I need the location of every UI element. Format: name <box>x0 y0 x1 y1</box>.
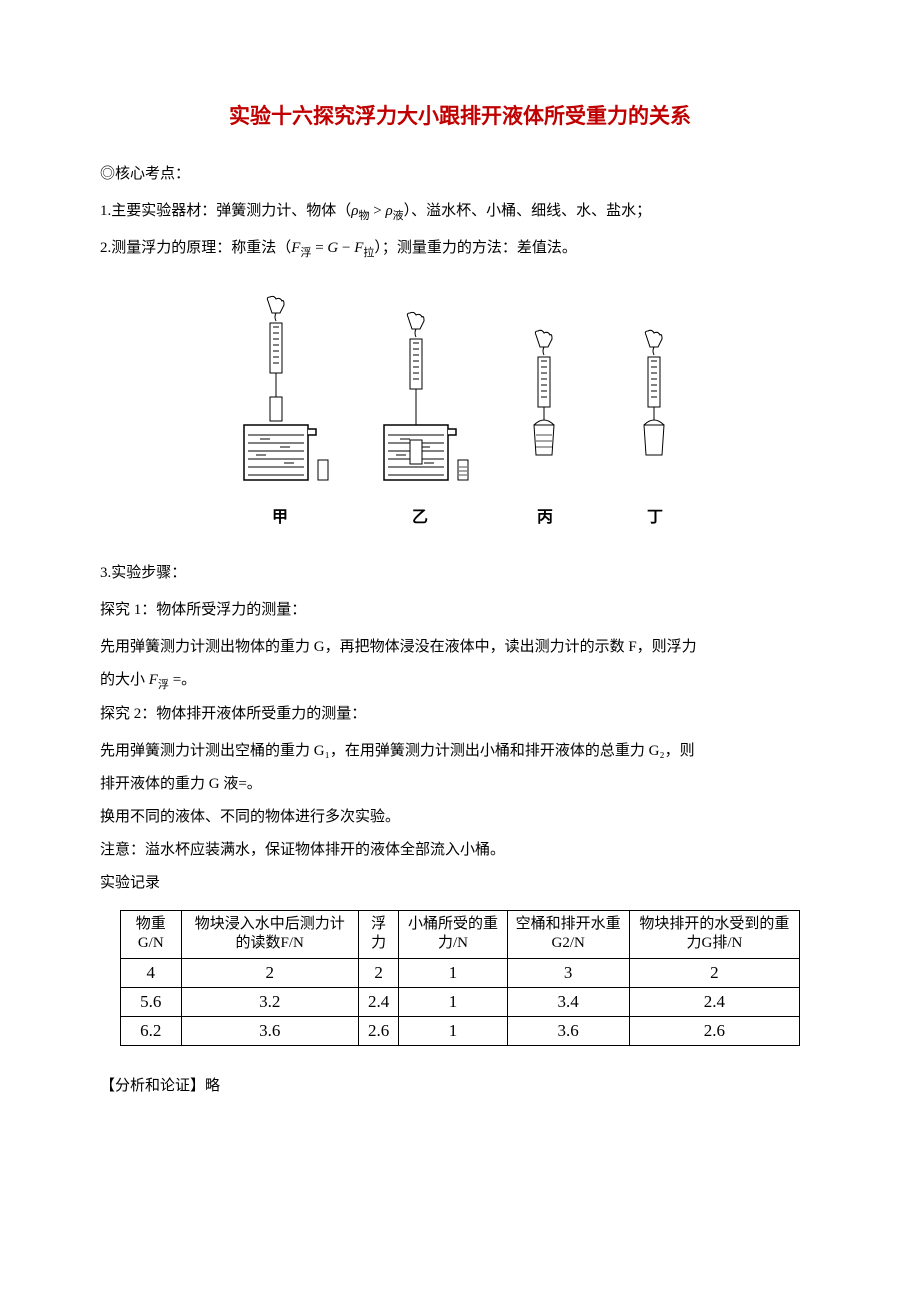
label-jia: 甲 <box>272 503 288 527</box>
cell: 2.6 <box>358 1016 399 1045</box>
item2-eq: = <box>311 240 327 256</box>
core-heading: ◎核心考点： <box>100 158 820 191</box>
cell: 2 <box>358 958 399 987</box>
setup-ding-svg <box>620 295 690 495</box>
th-4: 空桶和排开水重G2/N <box>507 910 629 958</box>
label-yi: 乙 <box>412 503 428 527</box>
probe1-Fsub: 浮 <box>158 679 169 691</box>
setup-ding: 丁 <box>620 295 690 527</box>
item1-op: > <box>369 203 385 219</box>
cell: 2.4 <box>629 987 799 1016</box>
label-ding: 丁 <box>647 503 663 527</box>
item-3: 3.实验步骤： <box>100 557 820 590</box>
table-header-row: 物重G/N 物块浸入水中后测力计的读数F/N 浮力 小桶所受的重力/N 空桶和排… <box>121 910 800 958</box>
probe2-note: 注意：溢水杯应装满水，保证物体排开的液体全部流入小桶。 <box>100 834 820 867</box>
item1-sub2: 液 <box>393 210 404 222</box>
th-1: 物块浸入水中后测力计的读数F/N <box>181 910 358 958</box>
probe2-p2: 排开液体的重力 G 液=。 <box>100 768 820 801</box>
probe2-p1: 先用弹簧测力计测出空桶的重力 G₁，在用弹簧测力计测出小桶和排开液体的总重力 G… <box>100 735 820 768</box>
probe2-title: 探究 2：物体排开液体所受重力的测量： <box>100 698 820 731</box>
item-2: 2.测量浮力的原理：称重法（F浮 = G − F拉）；测量重力的方法：差值法。 <box>100 232 820 265</box>
cell: 1 <box>399 958 507 987</box>
probe1-p1a: 先用弹簧测力计测出物体的重力 G，再把物体浸没在液体中，读出测力计的示数 F，则… <box>100 631 820 664</box>
cell: 3.4 <box>507 987 629 1016</box>
page-title: 实验十六探究浮力大小跟排开液体所受重力的关系 <box>100 100 820 130</box>
item2-minus: − <box>338 240 354 256</box>
probe1-p1b: 的大小 F浮 =。 <box>100 664 820 697</box>
probe1-suffix: =。 <box>169 672 196 688</box>
th-3: 小桶所受的重力/N <box>399 910 507 958</box>
item1-rho2: ρ <box>385 203 392 219</box>
cell: 2.6 <box>629 1016 799 1045</box>
cell: 1 <box>399 1016 507 1045</box>
cell: 3.2 <box>181 987 358 1016</box>
th-0: 物重G/N <box>121 910 182 958</box>
data-table: 物重G/N 物块浸入水中后测力计的读数F/N 浮力 小桶所受的重力/N 空桶和排… <box>120 910 800 1046</box>
cell: 2.4 <box>358 987 399 1016</box>
setup-jia: 甲 <box>230 295 330 527</box>
cell: 1 <box>399 987 507 1016</box>
setup-yi: 乙 <box>370 295 470 527</box>
probe2-p3: 换用不同的液体、不同的物体进行多次实验。 <box>100 801 820 834</box>
th-2: 浮力 <box>358 910 399 958</box>
item1-prefix: 1.主要实验器材：弹簧测力计、物体（ <box>100 203 351 219</box>
cell: 3.6 <box>181 1016 358 1045</box>
probe1-p1b-prefix: 的大小 <box>100 672 145 688</box>
probe1-title: 探究 1：物体所受浮力的测量： <box>100 594 820 627</box>
item2-suffix: ）；测量重力的方法：差值法。 <box>374 240 577 256</box>
setup-jia-svg <box>230 295 330 495</box>
item2-prefix: 2.测量浮力的原理：称重法（ <box>100 240 291 256</box>
table-row: 4 2 2 1 3 2 <box>121 958 800 987</box>
experiment-diagram: 甲 乙 <box>100 295 820 527</box>
analysis: 【分析和论证】略 <box>100 1070 820 1103</box>
cell: 5.6 <box>121 987 182 1016</box>
th-5: 物块排开的水受到的重力G排/N <box>629 910 799 958</box>
cell: 2 <box>181 958 358 987</box>
item2-Fsub: 浮 <box>300 247 311 259</box>
cell: 2 <box>629 958 799 987</box>
cell: 3 <box>507 958 629 987</box>
probe1-F: F <box>149 672 158 688</box>
cell: 3.6 <box>507 1016 629 1045</box>
setup-bing-svg <box>510 295 580 495</box>
cell: 4 <box>121 958 182 987</box>
cell: 6.2 <box>121 1016 182 1045</box>
label-bing: 丙 <box>537 503 553 527</box>
table-row: 6.2 3.6 2.6 1 3.6 2.6 <box>121 1016 800 1045</box>
table-row: 5.6 3.2 2.4 1 3.4 2.4 <box>121 987 800 1016</box>
item-1: 1.主要实验器材：弹簧测力计、物体（ρ物 > ρ液）、溢水杯、小桶、细线、水、盐… <box>100 195 820 228</box>
record-label: 实验记录 <box>100 867 820 900</box>
setup-yi-svg <box>370 295 470 495</box>
item2-G: G <box>327 240 338 256</box>
item1-suffix: ）、溢水杯、小桶、细线、水、盐水； <box>404 203 652 219</box>
item1-sub1: 物 <box>358 210 369 222</box>
item2-F2sub: 拉 <box>363 247 374 259</box>
item2-F2: F <box>354 240 363 256</box>
setup-bing: 丙 <box>510 295 580 527</box>
